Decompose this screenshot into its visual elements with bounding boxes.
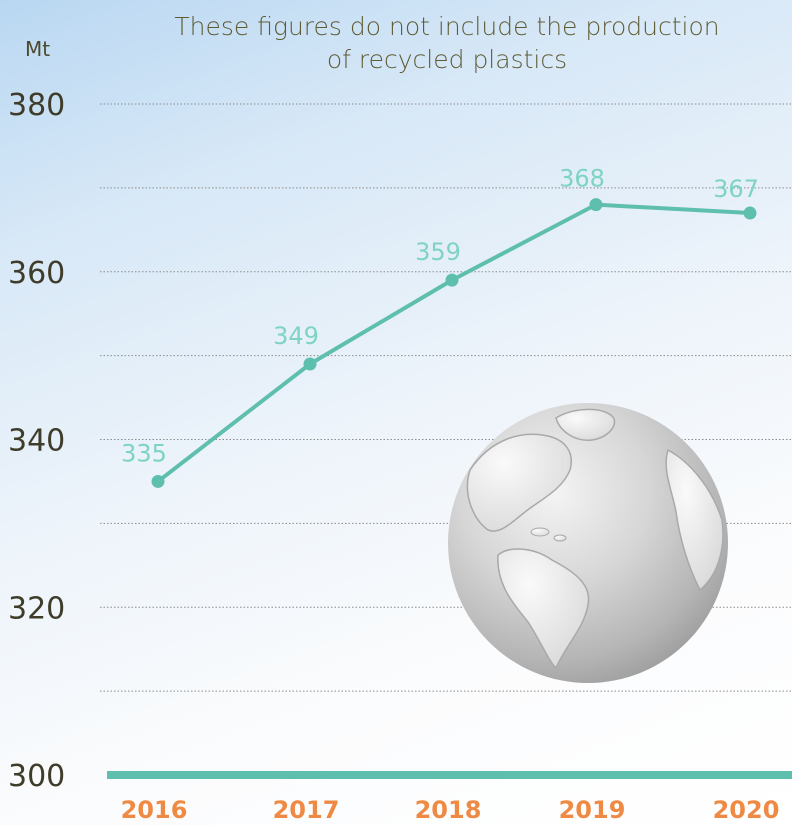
x-tick-label-2020: 2020 (713, 796, 780, 824)
data-point-2020 (743, 206, 757, 220)
y-tick-label: 300 (8, 759, 65, 794)
data-labels: 335 349 359 368 367 (121, 165, 759, 468)
data-label-2018: 359 (415, 238, 461, 266)
data-point-2017 (303, 357, 317, 371)
data-point-2019 (589, 198, 603, 212)
x-tick-label-2018: 2018 (415, 796, 482, 824)
y-tick-label: 360 (8, 256, 65, 291)
y-tick-label: 380 (8, 88, 65, 123)
data-point-2016 (151, 474, 165, 488)
globe-icon (448, 403, 728, 683)
data-point-2018 (445, 273, 459, 287)
x-axis-ticks: 2016 2017 2018 2019 2020 (121, 796, 780, 824)
x-tick-label-2019: 2019 (559, 796, 626, 824)
series-layer (151, 198, 757, 488)
data-label-2019: 368 (559, 165, 605, 193)
y-axis-unit-label: Mt (25, 37, 50, 61)
chart-subtitle-line-2: of recycled plastics (327, 45, 567, 74)
chart-subtitle-line-1: These figures do not include the product… (174, 12, 719, 41)
data-label-2016: 335 (121, 439, 167, 467)
y-axis-ticks: 300 320 340 360 380 (8, 88, 65, 794)
x-tick-label-2017: 2017 (273, 796, 340, 824)
x-axis-baseline (107, 771, 792, 779)
y-tick-label: 340 (8, 424, 65, 459)
x-axis-baseline-bar (107, 771, 792, 779)
x-tick-label-2016: 2016 (121, 796, 188, 824)
data-label-2020: 367 (713, 175, 759, 203)
data-label-2017: 349 (273, 322, 319, 350)
y-tick-label: 320 (8, 591, 65, 626)
